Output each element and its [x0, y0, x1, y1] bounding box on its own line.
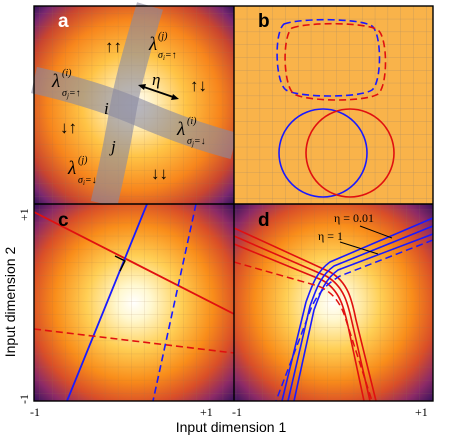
quadrant-arrows-left: ↓↑ — [60, 118, 77, 137]
band-unit-i — [31, 66, 238, 160]
annotation-eta-small: η = 0.01 — [334, 211, 374, 225]
lambda-label-i-down: λ (i) σj=↓ — [176, 116, 206, 148]
panel-b-label: b — [258, 11, 270, 32]
curve-blue-2 — [287, 225, 433, 401]
y-tick-top: +1 — [17, 208, 31, 221]
unit-i-label: i — [104, 99, 109, 118]
eta-label: η — [152, 70, 160, 89]
panel-b: b — [234, 6, 433, 204]
panel-a-label: a — [58, 11, 69, 32]
svg-text:(j): (j) — [158, 31, 168, 42]
lambda-label-j-up: λ (j) σi=↑ — [148, 31, 177, 62]
svg-text:λ: λ — [67, 158, 76, 179]
curve-red-3 — [234, 243, 365, 401]
quadrant-arrows-bottom: ↓↓ — [151, 164, 168, 183]
curve-red-dashed — [234, 261, 373, 401]
svg-text:(i): (i) — [62, 68, 72, 79]
dashed-blue-contour — [276, 18, 381, 97]
x-axis-label: Input dimension 1 — [176, 419, 287, 435]
eta-arrowhead-left — [138, 84, 146, 90]
line-red-solid — [34, 211, 234, 315]
panel-d: η = 0.01 η = 1 d — [234, 204, 433, 401]
panel-d-grid — [234, 204, 433, 401]
solid-red-circle — [305, 108, 395, 198]
panel-c-grid — [34, 204, 234, 401]
curve-red-1 — [234, 227, 377, 401]
lambda-label-j-down: λ (j) σi=↓ — [67, 155, 97, 187]
x-tick-c-right: +1 — [200, 405, 213, 419]
pointer-eta-small — [359, 225, 393, 239]
panel-b-grid — [234, 6, 433, 204]
line-red-dashed — [34, 328, 234, 354]
svg-text:λ: λ — [51, 71, 60, 92]
svg-text:σi=↓: σi=↓ — [78, 175, 97, 187]
right-angle-marker — [114, 255, 126, 272]
solid-blue-circle — [278, 108, 368, 198]
svg-text:σj=↑: σj=↑ — [62, 88, 81, 100]
svg-text:σj=↓: σj=↓ — [187, 136, 206, 148]
eta-arrow — [140, 85, 177, 99]
quadrant-arrows-right: ↑↓ — [190, 76, 207, 95]
svg-text:(j): (j) — [78, 155, 88, 166]
annotation-eta-one: η = 1 — [318, 229, 343, 243]
unit-j-label: j — [109, 137, 116, 156]
dashed-red-contour — [284, 22, 387, 101]
svg-text:λ: λ — [148, 34, 157, 55]
y-tick-bottom: -1 — [17, 394, 31, 404]
y-axis-label: Input dimension 2 — [2, 247, 18, 358]
x-tick-d-right: +1 — [415, 405, 428, 419]
curve-blue-dashed — [275, 239, 433, 401]
line-blue-solid — [66, 204, 148, 401]
panel-c: c — [34, 204, 234, 401]
quadrant-arrows-top: ↑↑ — [105, 37, 122, 56]
curve-red-2 — [234, 235, 371, 401]
svg-text:σi=↑: σi=↑ — [158, 50, 177, 62]
svg-text:λ: λ — [176, 119, 185, 140]
line-blue-dashed — [152, 204, 197, 401]
panel-a: η ↑↑ ↑↓ ↓↑ ↓↓ i j λ (j) σi=↑ λ (i) σj=↑ … — [31, 2, 238, 208]
x-tick-c-left: -1 — [30, 405, 40, 419]
svg-text:(i): (i) — [187, 116, 197, 127]
eta-arrowhead-right — [171, 94, 179, 100]
lambda-label-i-up: λ (i) σj=↑ — [51, 68, 81, 100]
x-tick-d-left: -1 — [232, 405, 242, 419]
panel-c-label: c — [58, 210, 69, 231]
curve-blue-1 — [281, 217, 433, 401]
panel-d-label: d — [258, 210, 270, 231]
pointer-eta-one — [339, 241, 379, 255]
